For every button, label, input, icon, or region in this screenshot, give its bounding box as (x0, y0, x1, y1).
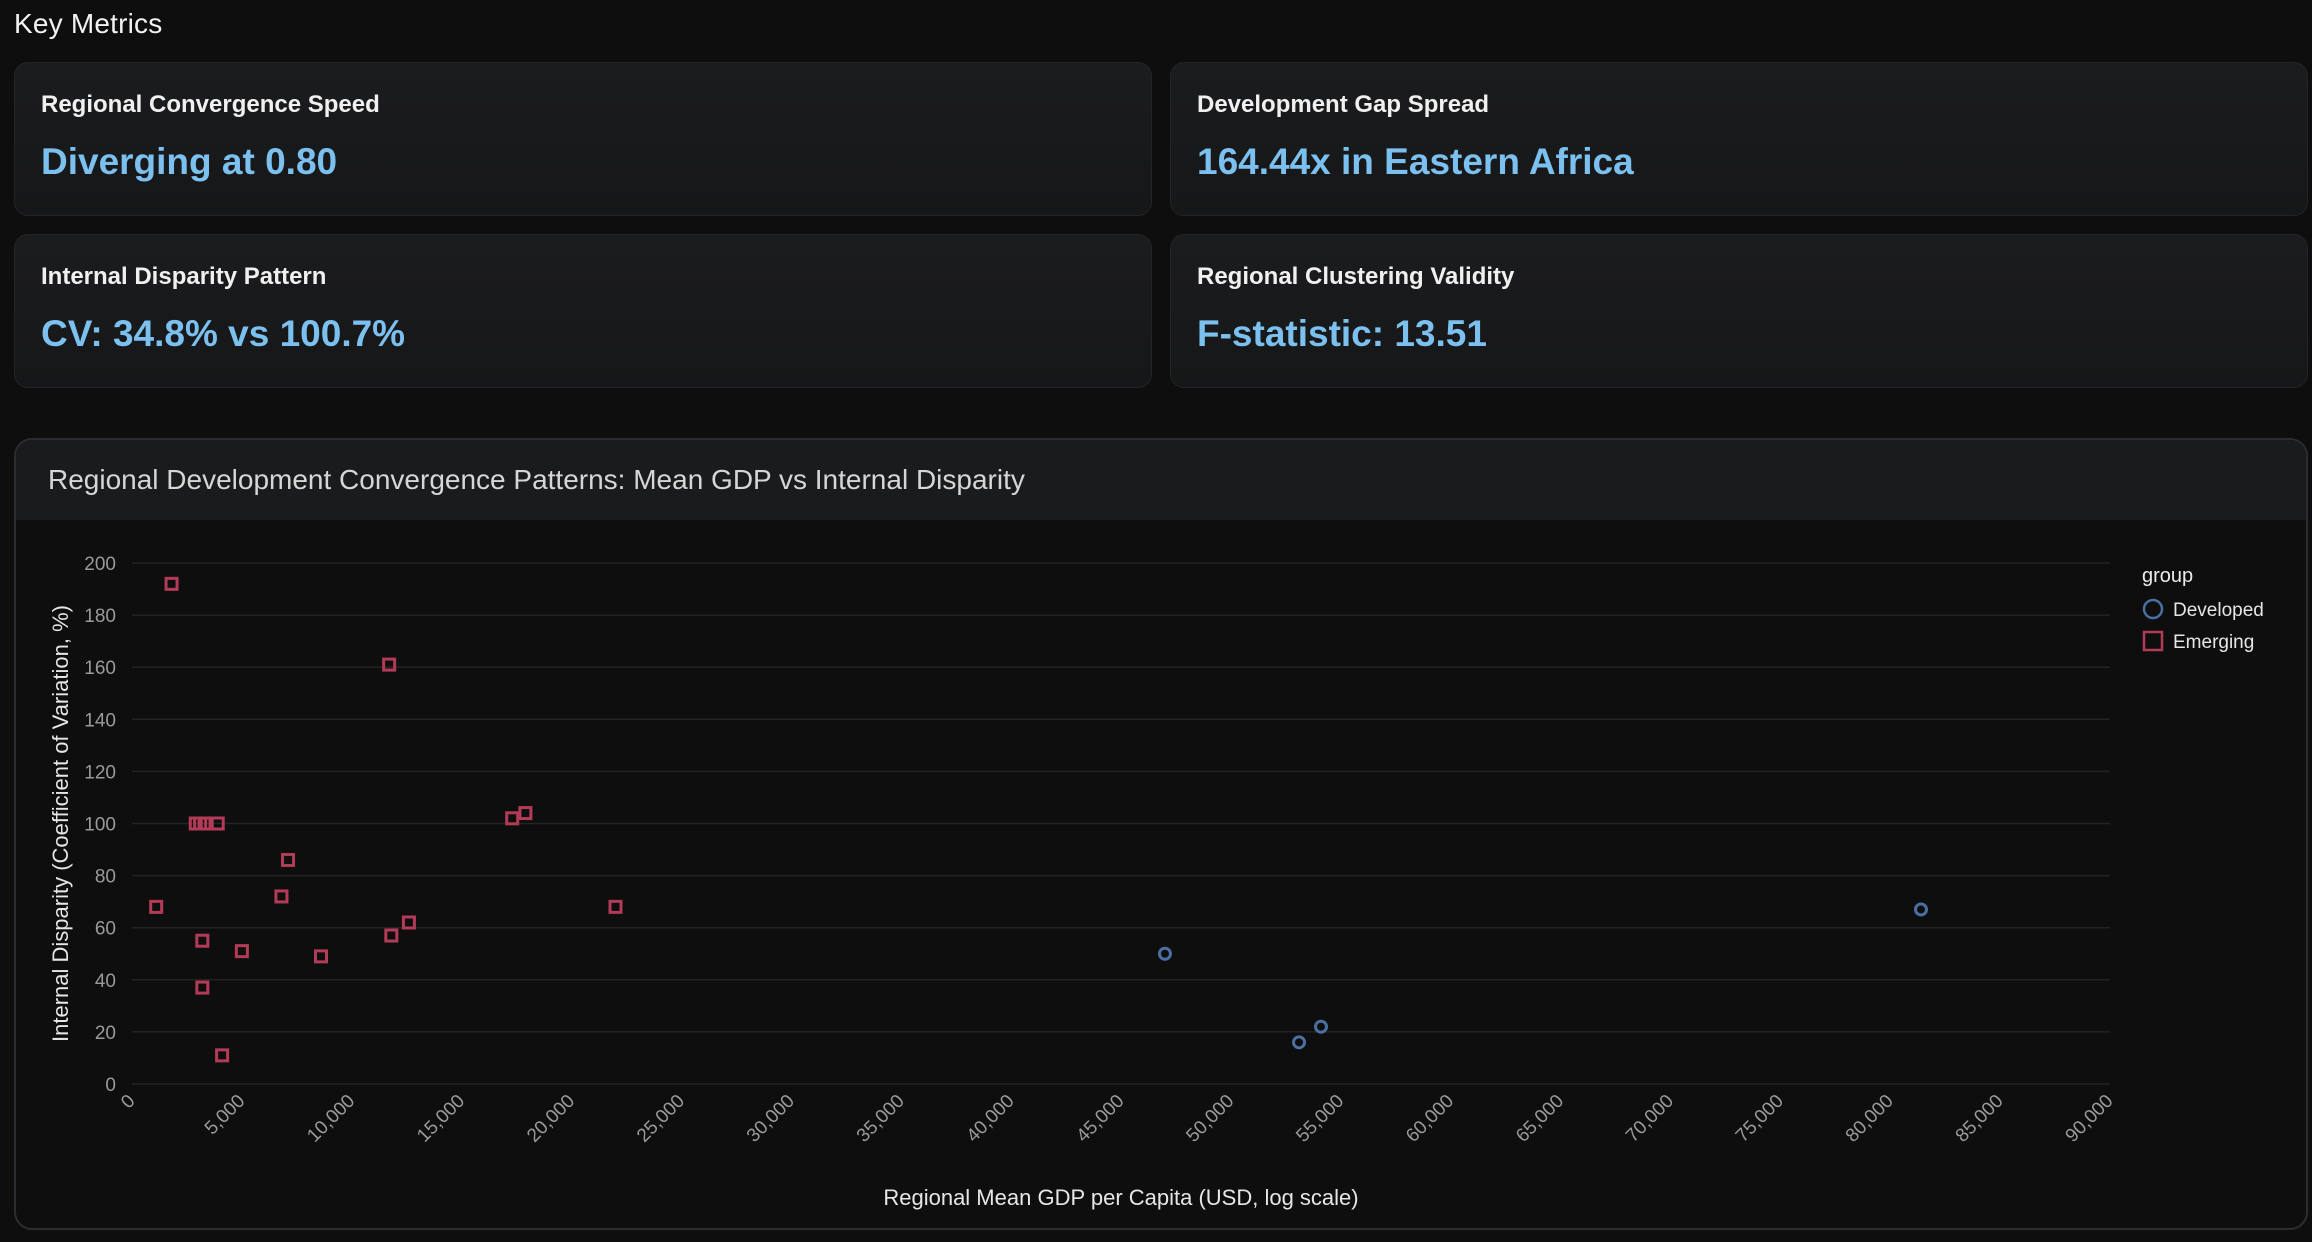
data-point-emerging (505, 811, 520, 826)
x-axis-title: Regional Mean GDP per Capita (USD, log s… (883, 1185, 1358, 1210)
y-tick-label: 160 (84, 658, 116, 679)
data-point-emerging (195, 980, 210, 995)
metric-card-gap-spread: Development Gap Spread 164.44x in Easter… (1170, 62, 2308, 216)
x-tick-label: 25,000 (633, 1091, 689, 1147)
chart-title: Regional Development Convergence Pattern… (16, 440, 2306, 520)
y-tick-label: 80 (95, 867, 116, 888)
metric-label: Regional Clustering Validity (1197, 263, 1515, 290)
legend-label-developed: Developed (2173, 600, 2264, 621)
x-tick-label: 85,000 (1952, 1091, 2008, 1147)
y-tick-label: 200 (84, 554, 116, 575)
section-title: Key Metrics (14, 8, 163, 39)
data-point-emerging (215, 1048, 230, 1063)
metric-card-clustering-validity: Regional Clustering Validity F-statistic… (1170, 234, 2308, 388)
data-point-emerging (234, 944, 249, 959)
scatter-chart: 0 20 40 60 80 100 120 140 160 180 200 0 5,000 10,000 1… (48, 554, 2264, 1210)
x-tick-label: 0 (117, 1091, 139, 1113)
x-tick-label: 55,000 (1292, 1091, 1348, 1147)
metric-value: Diverging at 0.80 (41, 141, 338, 182)
x-tick-label: 80,000 (1842, 1091, 1898, 1147)
data-point-developed (1292, 1035, 1307, 1050)
metric-value: F-statistic: 13.51 (1197, 313, 1487, 354)
data-point-emerging (195, 933, 210, 948)
metric-card-disparity-pattern: Internal Disparity Pattern CV: 34.8% vs … (14, 234, 1152, 388)
y-axis-title: Internal Disparity (Coefficient of Varia… (48, 605, 73, 1042)
x-tick-label: 30,000 (743, 1091, 799, 1147)
legend-label-emerging: Emerging (2173, 632, 2254, 653)
metric-value: CV: 34.8% vs 100.7% (41, 313, 406, 354)
x-tick-label: 90,000 (2062, 1091, 2118, 1147)
x-tick-label: 65,000 (1512, 1091, 1568, 1147)
data-point-emerging (149, 899, 164, 914)
legend-title: group (2142, 565, 2193, 587)
metric-label: Regional Convergence Speed (41, 91, 380, 118)
x-tick-label: 60,000 (1402, 1091, 1458, 1147)
y-tick-label: 140 (84, 710, 116, 731)
y-tick-label: 40 (95, 971, 116, 992)
data-point-emerging (382, 657, 397, 672)
data-point-emerging (274, 889, 289, 904)
x-tick-label: 10,000 (303, 1091, 359, 1147)
data-point-emerging (384, 928, 399, 943)
y-tick-label: 60 (95, 919, 116, 940)
y-tick-label: 20 (95, 1023, 116, 1044)
x-tick-label: 75,000 (1732, 1091, 1788, 1147)
x-tick-label: 35,000 (853, 1091, 909, 1147)
x-tick-label: 20,000 (523, 1091, 579, 1147)
data-point-emerging (281, 852, 296, 867)
x-tick-label: 45,000 (1073, 1091, 1129, 1147)
y-tick-label: 120 (84, 762, 116, 783)
metric-value: 164.44x in Eastern Africa (1197, 141, 1634, 182)
legend-marker-developed (2142, 598, 2164, 620)
y-tick-label: 0 (105, 1075, 116, 1096)
data-point-emerging (401, 915, 416, 930)
metric-label: Internal Disparity Pattern (41, 263, 327, 290)
metric-cards: Regional Convergence Speed Diverging at … (14, 62, 2308, 388)
y-tick-label: 180 (84, 606, 116, 627)
x-tick-label: 70,000 (1622, 1091, 1678, 1147)
x-tick-label: 5,000 (201, 1091, 249, 1139)
x-tick-label: 40,000 (963, 1091, 1019, 1147)
metric-label: Development Gap Spread (1197, 91, 1490, 118)
data-point-emerging (608, 899, 623, 914)
data-point-developed (1313, 1019, 1328, 1034)
legend-marker-emerging (2142, 630, 2164, 652)
metric-card-convergence-speed: Regional Convergence Speed Diverging at … (14, 62, 1152, 216)
x-tick-label: 50,000 (1182, 1091, 1238, 1147)
data-point-emerging (164, 576, 179, 591)
data-point-emerging (210, 816, 225, 831)
chart-panel: Regional Development Convergence Pattern… (14, 438, 2308, 1230)
data-point-emerging (518, 806, 533, 821)
x-tick-label: 15,000 (413, 1091, 469, 1147)
data-point-developed (1157, 946, 1172, 961)
data-point-developed (1913, 902, 1928, 917)
y-tick-label: 100 (84, 815, 116, 836)
data-point-emerging (314, 949, 329, 964)
data-point-emerging (197, 816, 212, 831)
